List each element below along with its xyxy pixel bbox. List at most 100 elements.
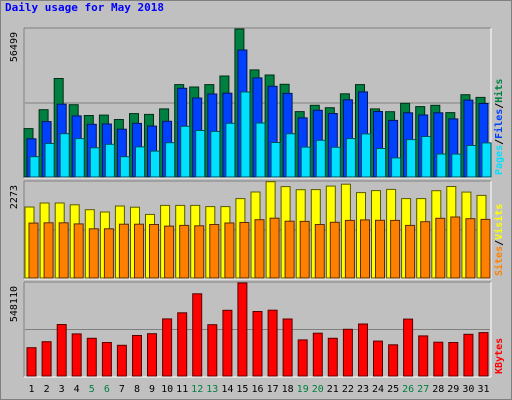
- bar-pages-day-21: [330, 146, 341, 178]
- x-tick-label-day-7: 7: [119, 384, 125, 395]
- bar-pages-day-11: [180, 125, 191, 178]
- bar-kbytes-day-16: [252, 311, 263, 377]
- x-tick-label-day-26: 26: [402, 384, 414, 395]
- bar-kbytes-day-12: [192, 293, 203, 377]
- bar-pages-day-18: [285, 133, 296, 178]
- bar-sites-day-12: [194, 225, 205, 279]
- legend-kbytes: KBytes: [494, 338, 505, 374]
- x-tick-label-day-2: 2: [44, 384, 50, 395]
- bar-kbytes-day-6: [101, 342, 112, 377]
- bar-sites-day-3: [58, 222, 69, 279]
- bar-kbytes-day-18: [282, 318, 293, 377]
- chart-title: Daily usage for May 2018: [5, 1, 164, 14]
- bar-sites-day-29: [450, 216, 461, 279]
- bar-sites-day-14: [224, 222, 235, 279]
- bar-pages-day-31: [481, 142, 492, 178]
- x-tick-label-day-20: 20: [312, 384, 324, 395]
- x-tick-label-day-23: 23: [357, 384, 369, 395]
- bar-pages-day-9: [150, 150, 160, 178]
- bar-sites-day-19: [299, 220, 310, 279]
- bar-pages-day-10: [165, 142, 176, 178]
- bar-pages-day-27: [421, 136, 432, 178]
- bar-sites-day-31: [480, 218, 491, 279]
- bar-pages-day-5: [89, 147, 100, 178]
- x-tick-label-day-10: 10: [161, 384, 173, 395]
- bar-kbytes-day-25: [388, 344, 399, 377]
- x-tick-label-day-13: 13: [206, 384, 218, 395]
- legend-panel-3: KBytes: [494, 338, 505, 374]
- x-tick-label-day-1: 1: [28, 384, 34, 395]
- bar-pages-day-2: [44, 143, 55, 178]
- y-max-label: 2273: [9, 185, 20, 209]
- bar-kbytes-day-3: [56, 324, 67, 377]
- legend-separator: /: [494, 139, 505, 145]
- x-tick-label-day-19: 19: [297, 384, 309, 395]
- bar-pages-day-22: [345, 138, 356, 178]
- bar-pages-day-7: [119, 156, 130, 178]
- bar-pages-day-20: [315, 139, 326, 178]
- x-tick-label-day-25: 25: [387, 384, 399, 395]
- bar-kbytes-day-9: [147, 333, 157, 377]
- bar-kbytes-day-27: [418, 335, 429, 377]
- legend-separator: /: [494, 240, 505, 246]
- bar-sites-day-30: [465, 218, 476, 279]
- bar-sites-day-16: [254, 219, 265, 279]
- bar-kbytes-day-24: [373, 340, 383, 377]
- bar-kbytes-day-21: [327, 337, 338, 377]
- legend-panel-1: Pages/Files/Hits: [493, 79, 505, 175]
- legend-files: Files: [493, 109, 505, 139]
- bar-kbytes-day-17: [267, 309, 278, 377]
- bar-sites-day-20: [314, 224, 325, 279]
- x-tick-label-day-28: 28: [432, 384, 444, 395]
- bar-sites-day-27: [420, 221, 431, 279]
- bar-kbytes-day-14: [222, 309, 233, 377]
- bar-pages-day-25: [391, 157, 402, 178]
- bar-sites-day-26: [405, 224, 416, 279]
- bar-pages-day-13: [210, 130, 221, 178]
- x-tick-label-day-22: 22: [342, 384, 354, 395]
- bar-kbytes-day-10: [162, 318, 173, 377]
- bar-sites-day-13: [209, 224, 220, 279]
- bar-kbytes-day-15: [237, 282, 248, 377]
- bar-pages-day-19: [300, 146, 311, 178]
- bar-pages-day-12: [195, 130, 206, 178]
- bar-pages-day-26: [406, 139, 417, 178]
- bar-kbytes-day-26: [403, 318, 414, 377]
- x-tick-label-day-5: 5: [89, 384, 95, 395]
- bar-sites-day-11: [179, 224, 190, 279]
- bar-kbytes-day-4: [71, 333, 82, 377]
- legend-visits: Visits: [493, 204, 505, 240]
- bar-pages-day-28: [436, 153, 447, 178]
- bar-pages-day-14: [225, 122, 236, 178]
- x-tick-label-day-12: 12: [191, 384, 203, 395]
- bar-kbytes-day-1: [26, 347, 37, 377]
- x-tick-label-day-9: 9: [149, 384, 155, 395]
- x-tick-label-day-16: 16: [251, 384, 263, 395]
- bar-sites-day-18: [284, 220, 295, 279]
- x-tick-label-day-11: 11: [176, 384, 188, 395]
- x-tick-label-day-15: 15: [236, 384, 248, 395]
- bar-sites-day-17: [269, 217, 280, 279]
- bar-sites-day-6: [103, 228, 114, 279]
- x-tick-label-day-24: 24: [372, 384, 384, 395]
- y-max-label: 56499: [9, 32, 20, 62]
- bar-sites-day-25: [390, 219, 401, 279]
- bar-kbytes-day-28: [433, 341, 444, 377]
- bar-sites-day-15: [239, 222, 250, 279]
- bar-kbytes-day-22: [342, 328, 353, 377]
- bar-sites-day-7: [118, 223, 129, 279]
- x-tick-label-day-29: 29: [447, 384, 459, 395]
- bar-kbytes-day-7: [116, 344, 127, 377]
- x-tick-label-day-18: 18: [282, 384, 294, 395]
- bar-pages-day-29: [451, 153, 462, 178]
- x-tick-label-day-30: 30: [462, 384, 474, 395]
- x-tick-label-day-21: 21: [327, 384, 339, 395]
- bar-kbytes-day-2: [41, 341, 52, 377]
- bar-kbytes-day-8: [132, 335, 142, 377]
- legend-panel-2: Sites/Visits: [493, 204, 505, 276]
- x-tick-label-day-17: 17: [267, 384, 279, 395]
- legend-hits: Hits: [493, 79, 505, 103]
- bar-pages-day-4: [74, 138, 85, 178]
- bar-sites-day-5: [88, 228, 99, 279]
- bar-pages-day-24: [376, 148, 386, 178]
